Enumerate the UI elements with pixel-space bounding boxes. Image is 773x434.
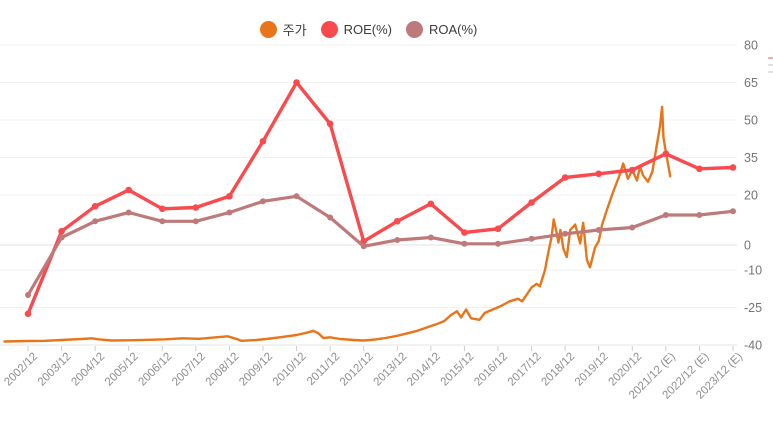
svg-text:-40: -40 [744,339,762,353]
chart-legend: 주가 ROE(%) ROA(%) [0,20,737,39]
svg-text:2009/12: 2009/12 [237,351,275,389]
svg-text:2002/12: 2002/12 [2,351,40,389]
svg-text:2006/12: 2006/12 [137,351,175,389]
roa-legend-label: ROA(%) [428,22,478,37]
svg-text:2003/12: 2003/12 [36,351,74,389]
artifact-dash [768,71,773,73]
svg-text:2016/12: 2016/12 [472,351,510,389]
svg-text:-10: -10 [744,264,762,278]
roa-legend-marker-icon [405,21,423,38]
svg-text:0: 0 [744,239,751,253]
gridlines [0,44,737,346]
clipped-edge-artifact [767,52,773,73]
svg-text:2004/12: 2004/12 [69,351,107,389]
legend-item-price[interactable]: 주가 [259,20,307,39]
svg-text:2018/12: 2018/12 [539,351,577,389]
roe-legend-label: ROE(%) [343,22,392,37]
svg-text:65: 65 [744,76,758,90]
x-axis-ticks [27,346,734,351]
svg-text:2013/12: 2013/12 [372,351,410,389]
svg-text:2019/12: 2019/12 [573,351,611,389]
svg-text:2005/12: 2005/12 [103,351,141,389]
svg-text:2014/12: 2014/12 [405,351,443,389]
artifact-dash [768,64,773,66]
svg-text:35: 35 [744,151,758,165]
svg-text:2015/12: 2015/12 [439,351,477,389]
svg-text:2017/12: 2017/12 [506,351,544,389]
legend-item-roa[interactable]: ROA(%) [405,21,478,38]
svg-text:2011/12: 2011/12 [305,351,342,388]
x-axis-labels: 2002/122003/122004/122005/122006/122007/… [2,351,745,402]
legend-item-roe[interactable]: ROE(%) [320,21,392,38]
svg-text:20: 20 [744,189,758,203]
svg-text:2007/12: 2007/12 [170,351,208,389]
svg-text:80: 80 [744,39,758,53]
roe-legend-marker-icon [320,21,338,38]
y-axis-labels: 80 65 50 35 20 0 -10 -25 -40 [744,39,762,353]
svg-text:50: 50 [744,114,758,128]
svg-text:2008/12: 2008/12 [204,351,242,389]
price-legend-marker-icon [259,21,277,38]
svg-text:2012/12: 2012/12 [338,351,376,389]
svg-text:-25: -25 [744,301,762,315]
svg-text:2010/12: 2010/12 [271,351,309,389]
artifact-dash [768,57,773,59]
price-series-line [3,105,672,343]
roa-series-line [25,193,736,298]
price-legend-label: 주가 [282,23,307,38]
roe-series-line [24,79,737,318]
